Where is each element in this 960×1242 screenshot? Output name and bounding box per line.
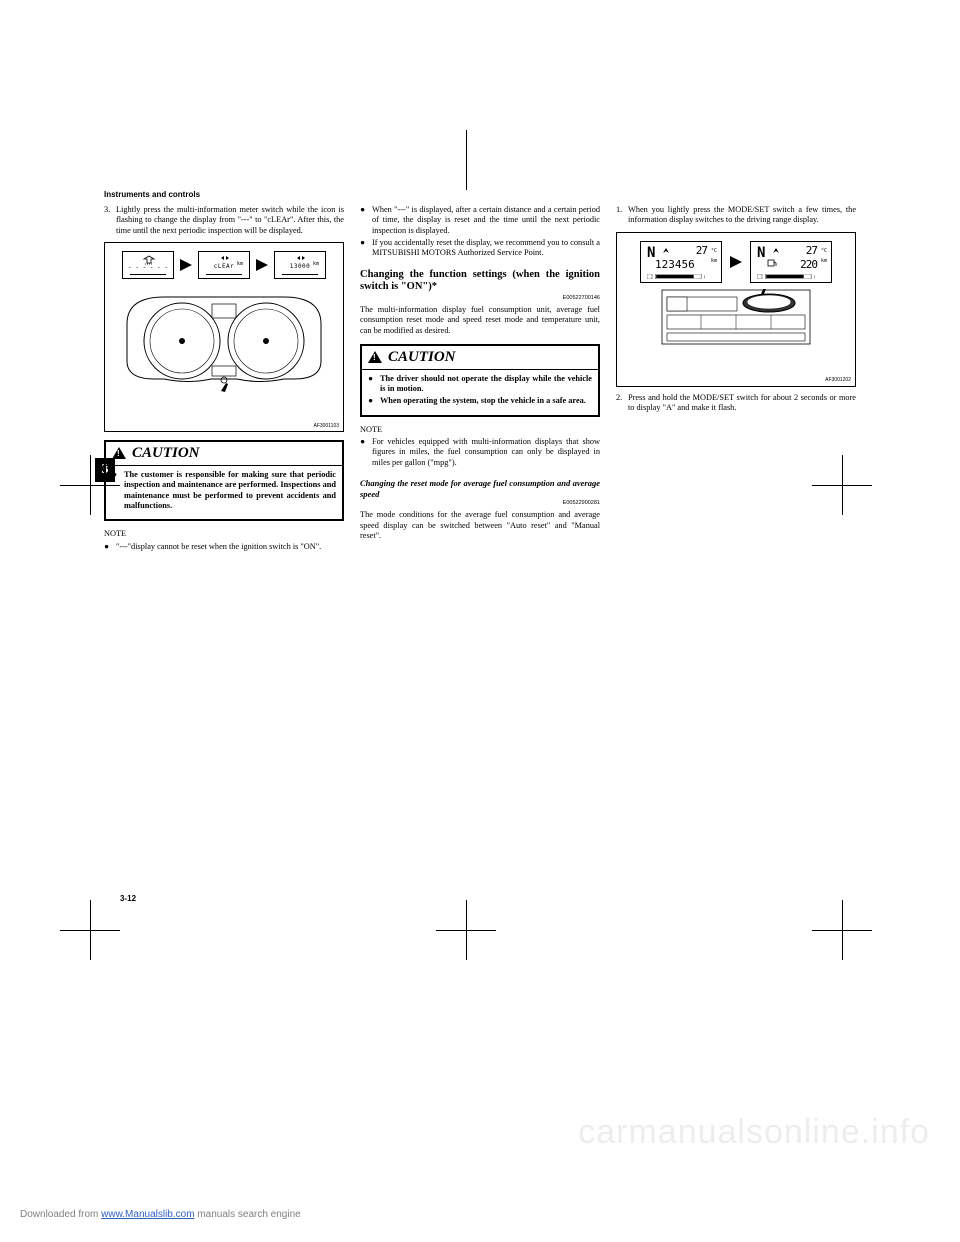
crop-mark [466,130,467,190]
reference-code: E00522700146 [360,295,600,302]
reference-code: E00522900281 [360,500,600,507]
step-number: 2. [616,393,628,414]
body-text: The mode conditions for the average fuel… [360,510,600,541]
figure-label: AF3001202 [825,377,851,383]
warning-icon [368,351,382,363]
lcd-after: km 13000 [274,251,326,279]
arrow-icon [730,256,742,268]
crop-mark [90,900,91,960]
step-text: Lightly press the multi-information mete… [116,205,344,236]
note-text: For vehicles equipped with multi-informa… [372,437,600,468]
step-number: 1. [616,205,628,226]
body-text: The multi-information display fuel consu… [360,305,600,336]
figure-cluster: - - - - - - km cLEAr km 13000 [104,242,344,432]
lcd-before: - - - - - - [122,251,174,279]
step-number: 3. [104,205,116,236]
note-label: NOTE [360,425,600,435]
crop-mark [90,455,91,515]
display-unit-a: N 27 °C 123456 km 1 [640,241,722,283]
radio-illustration [661,289,811,345]
column-1: 3. Lightly press the multi-information m… [104,205,344,554]
arrow-icon [180,259,192,271]
section-header: Instruments and controls [104,190,856,199]
arrow-icon [256,259,268,271]
warning-icon [112,447,126,459]
step-text: Press and hold the MODE/SET switch for a… [628,393,856,414]
footer-link[interactable]: www.Manualslib.com [101,1209,194,1220]
step-text: When you lightly press the MODE/SET swit… [628,205,856,226]
crop-mark [436,930,496,931]
caution-title: CAUTION [132,444,200,463]
lcd-clear: km cLEAr [198,251,250,279]
note-text: "---"display cannot be reset when the ig… [116,542,344,552]
footer: Downloaded from www.Manualslib.com manua… [20,1209,301,1220]
caution-text: The driver should not operate the displa… [380,374,592,395]
figure-label: AF3001103 [314,423,339,429]
display-unit-b: N 27 °C 220 km 1 [750,241,832,283]
caution-text: The customer is responsible for making s… [124,470,336,511]
heading: Changing the function settings (when the… [360,269,600,294]
page-number: 3-12 [120,894,136,903]
gauge-illustration [119,289,329,394]
column-2: ● When "---" is displayed, after a certa… [360,205,600,554]
sub-heading: Changing the reset mode for average fuel… [360,478,600,499]
watermark: carmanualsonline.info [578,1113,930,1152]
body-text: If you accidentally reset the display, w… [372,238,600,259]
caution-box: CAUTION ● The driver should not operate … [360,344,600,417]
column-3: 1. When you lightly press the MODE/SET s… [616,205,856,554]
page-content: Instruments and controls 3. Lightly pres… [104,190,856,554]
svg-text:1: 1 [814,275,816,279]
caution-title: CAUTION [388,348,456,367]
figure-display: N 27 °C 123456 km 1 N 27 °C [616,232,856,387]
caution-box: CAUTION ● The customer is responsible fo… [104,440,344,521]
caution-text: When operating the system, stop the vehi… [380,396,592,406]
note-label: NOTE [104,529,344,539]
svg-text:1: 1 [704,275,706,279]
body-text: When "---" is displayed, after a certain… [372,205,600,236]
crop-mark [812,930,872,931]
